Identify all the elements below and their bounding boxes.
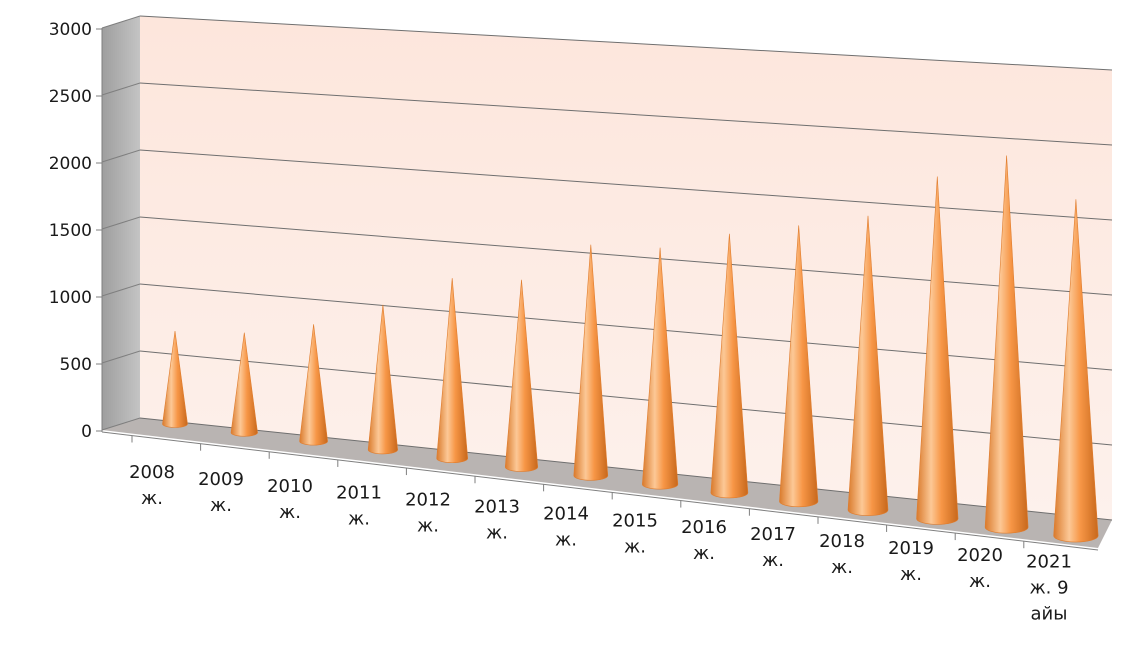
x-category-label: 2012 ж. (405, 490, 451, 537)
cone-bar (847, 215, 889, 516)
gridline (139, 149, 1113, 221)
cone-bar (779, 225, 819, 508)
x-category-label-line: 2008 (129, 462, 175, 483)
x-category-label: 2013 ж. (474, 497, 520, 544)
gridline-side (101, 283, 141, 297)
cone-body (299, 324, 328, 446)
gridline (139, 216, 1113, 296)
cone-bar (710, 233, 749, 499)
x-category-label-line: ж. (141, 488, 163, 509)
gridline (139, 82, 1113, 146)
cone-bar (367, 304, 398, 455)
x-category-label-line: айы (1031, 604, 1068, 625)
x-category-label: 2020 ж. (957, 545, 1003, 592)
x-category-label-line: ж. (279, 502, 301, 523)
x-category-label-line: ж. (831, 557, 853, 578)
x-category-label: 2011 ж. (336, 483, 382, 530)
cones (162, 155, 1099, 543)
x-category-label: 2016 ж. (681, 517, 727, 564)
gridline-side (101, 149, 141, 163)
x-category-label: 2009 ж. (198, 469, 244, 516)
cone-body (436, 278, 469, 464)
y-tick-label: 1000 (49, 288, 92, 308)
cone-body (847, 215, 889, 516)
x-category-label-line: 2018 (819, 531, 865, 552)
x-category-label-line: ж. (693, 543, 715, 564)
cone-bar (573, 244, 609, 481)
cone-body (162, 331, 188, 428)
y-tick-labels: 0 500 1000 1500 2000 2500 3000 (49, 20, 102, 442)
cone-body (642, 247, 679, 490)
x-category-label-line: ж. (417, 516, 439, 537)
cone-bar (162, 331, 188, 428)
x-category-label: 2021 ж. 9 айы (1026, 552, 1072, 625)
cone-bar (504, 279, 539, 472)
cone-body (984, 155, 1029, 534)
gridline (139, 283, 1113, 371)
x-category-label-line: 2019 (888, 538, 934, 559)
cone-body (710, 233, 749, 499)
y-tick-label: 2000 (49, 154, 92, 174)
x-category-label-line: ж. (624, 536, 646, 557)
cone-body (573, 244, 609, 481)
cone-body (230, 332, 258, 437)
x-category-label: 2015 ж. (612, 510, 658, 557)
x-category-label-line: ж. (555, 529, 577, 550)
x-category-label-line: ж. (486, 523, 508, 544)
x-category-label-line: 2013 (474, 497, 520, 518)
cone-body (1053, 199, 1099, 543)
x-category-label-line: 2012 (405, 490, 451, 511)
x-category-label: 2014 ж. (543, 503, 589, 550)
cone-body (916, 176, 959, 525)
x-category-label-line: 2021 (1026, 552, 1072, 573)
cone-bar (230, 332, 258, 437)
y-tick-label: 500 (60, 355, 92, 375)
cone-bar (1053, 199, 1099, 543)
cone-bar (984, 155, 1029, 534)
x-category-label-line: 2017 (750, 524, 796, 545)
x-category-label-line: 2009 (198, 469, 244, 490)
cone-body (504, 279, 539, 472)
cone-bar (299, 324, 328, 446)
y-tick-label: 0 (81, 422, 92, 442)
x-category-label: 2010 ж. (267, 476, 313, 523)
gridline-side (101, 216, 141, 230)
cone-bar (436, 278, 469, 464)
x-category-label-line: ж. (900, 564, 922, 585)
x-category-label-line: 2016 (681, 517, 727, 538)
x-axis-line (101, 431, 1099, 551)
x-category-label: 2008 ж. (129, 462, 175, 509)
gridline-side (101, 350, 141, 364)
gridline-side (101, 15, 141, 29)
x-category-label-line: 2020 (957, 545, 1003, 566)
x-category-label-line: ж. (210, 495, 232, 516)
gridline (139, 15, 1113, 71)
y-tick-label: 3000 (49, 20, 92, 40)
cone-bar (916, 176, 959, 525)
x-category-label: 2018 ж. (819, 531, 865, 578)
y-tick-label: 2500 (49, 87, 92, 107)
x-category-label-line: 2011 (336, 483, 382, 504)
gridline-side (101, 82, 141, 96)
x-category-label-line: 2015 (612, 510, 658, 531)
y-tick-label: 1500 (49, 221, 92, 241)
x-category-label-line: 2014 (543, 503, 589, 524)
cone-bar (642, 247, 679, 490)
floor (102, 418, 1112, 548)
x-category-label: 2017 ж. (750, 524, 796, 571)
cone-body (367, 304, 398, 455)
x-tick-labels: 2008 ж.2009 ж.2010 ж.2011 ж.2012 ж.2013 ж.2014… (129, 435, 1072, 625)
x-category-label-line: ж. (348, 509, 370, 530)
x-category-label-line: 2010 (267, 476, 313, 497)
cone-body (779, 225, 819, 508)
gridline-side (101, 417, 141, 431)
x-category-label-line: ж. (969, 571, 991, 592)
x-category-label-line: ж. (762, 550, 784, 571)
x-category-label-line: ж. 9 (1029, 578, 1068, 599)
x-category-label: 2019 ж. (888, 538, 934, 585)
